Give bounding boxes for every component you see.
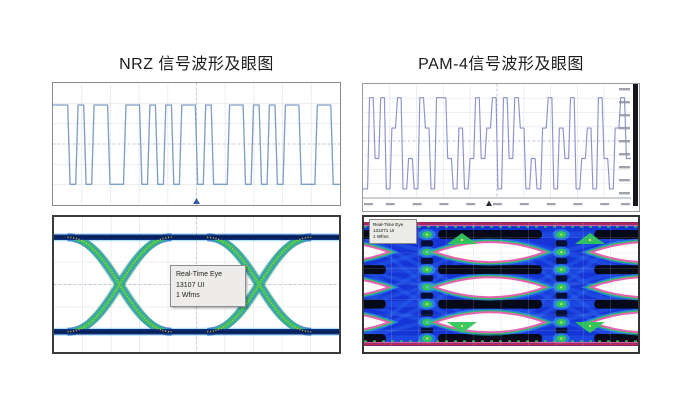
nrz-waveform-panel xyxy=(52,82,341,206)
nrz-eye-panel: Real-Time Eye 13107 UI 1 Wfms xyxy=(52,215,341,354)
pam4-eye-panel: Real-Time Eye 131071 UI 1 Wfms xyxy=(362,215,640,354)
label-line-1: Real-Time Eye xyxy=(373,222,404,227)
nrz-eye-tooltip: Real-Time Eye 13107 UI 1 Wfms xyxy=(170,265,246,307)
pam4-section-title: PAM-4信号波形及眼图 xyxy=(418,56,584,73)
pam4-waveform-chart xyxy=(363,84,639,211)
nrz-waveform-chart xyxy=(53,83,340,205)
pam4-eye-chart xyxy=(364,217,638,352)
tooltip-line-1: Real-Time Eye xyxy=(176,271,223,278)
nrz-eye-chart xyxy=(54,217,339,352)
tooltip-line-2: 13107 UI xyxy=(176,281,205,289)
pam4-waveform-panel xyxy=(362,83,640,212)
nrz-section-title: NRZ 信号波形及眼图 xyxy=(119,56,274,73)
pam4-eye-label: Real-Time Eye 131071 UI 1 Wfms xyxy=(369,219,417,244)
label-line-2: 131071 UI xyxy=(373,228,395,234)
tooltip-line-3: 1 Wfms xyxy=(176,292,200,299)
label-line-3: 1 Wfms xyxy=(373,234,389,240)
